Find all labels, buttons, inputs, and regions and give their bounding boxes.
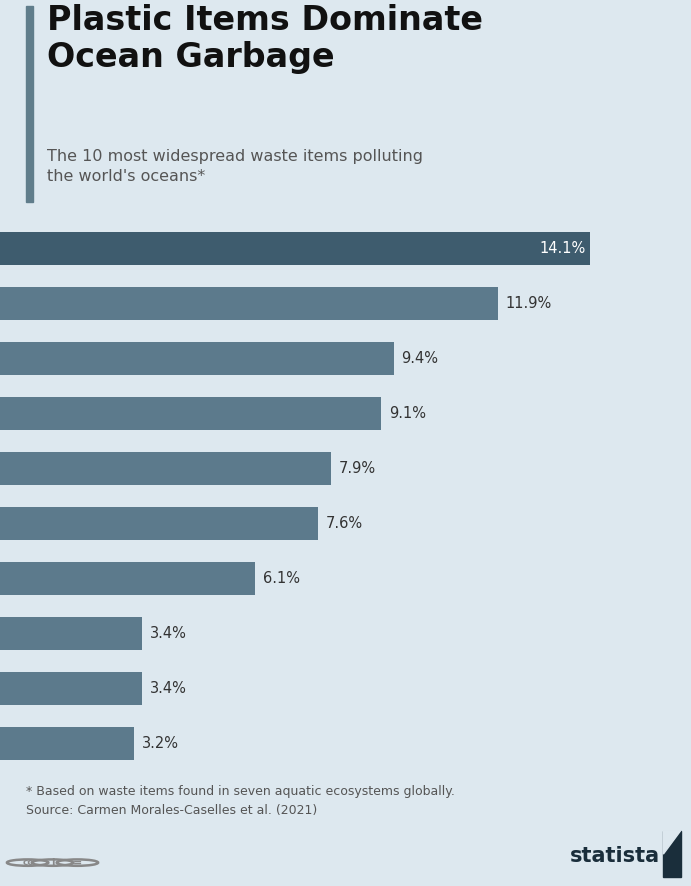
Bar <box>0 672 142 705</box>
Bar <box>0 342 394 375</box>
Bar <box>0 452 331 486</box>
Text: i: i <box>50 858 55 867</box>
Bar <box>0 618 142 650</box>
Text: 14.1%: 14.1% <box>539 241 585 256</box>
Bar <box>0 232 591 265</box>
Text: =: = <box>73 858 82 867</box>
Text: The 10 most widespread waste items polluting
the world's oceans*: The 10 most widespread waste items pollu… <box>47 149 423 184</box>
Bar <box>0 727 134 760</box>
Text: 3.2%: 3.2% <box>142 736 178 751</box>
Text: * Based on waste items found in seven aquatic ecosystems globally.
Source: Carme: * Based on waste items found in seven aq… <box>26 785 455 817</box>
Polygon shape <box>663 831 681 854</box>
Text: Plastic Items Dominate
Ocean Garbage: Plastic Items Dominate Ocean Garbage <box>47 4 483 74</box>
Bar <box>0 287 498 320</box>
Text: 6.1%: 6.1% <box>263 571 300 587</box>
Text: statista: statista <box>570 846 660 867</box>
Text: 9.1%: 9.1% <box>388 406 426 421</box>
Text: 7.9%: 7.9% <box>339 461 375 476</box>
Text: 11.9%: 11.9% <box>506 296 552 311</box>
Bar <box>0 397 381 430</box>
Bar <box>0 507 319 540</box>
Text: 3.4%: 3.4% <box>150 626 187 641</box>
Text: 3.4%: 3.4% <box>150 681 187 696</box>
Text: 7.6%: 7.6% <box>326 517 363 532</box>
Bar <box>663 831 681 877</box>
Text: 9.4%: 9.4% <box>401 351 438 366</box>
Text: cc: cc <box>22 859 33 867</box>
Bar <box>0 563 256 595</box>
Bar <box>26 6 33 202</box>
